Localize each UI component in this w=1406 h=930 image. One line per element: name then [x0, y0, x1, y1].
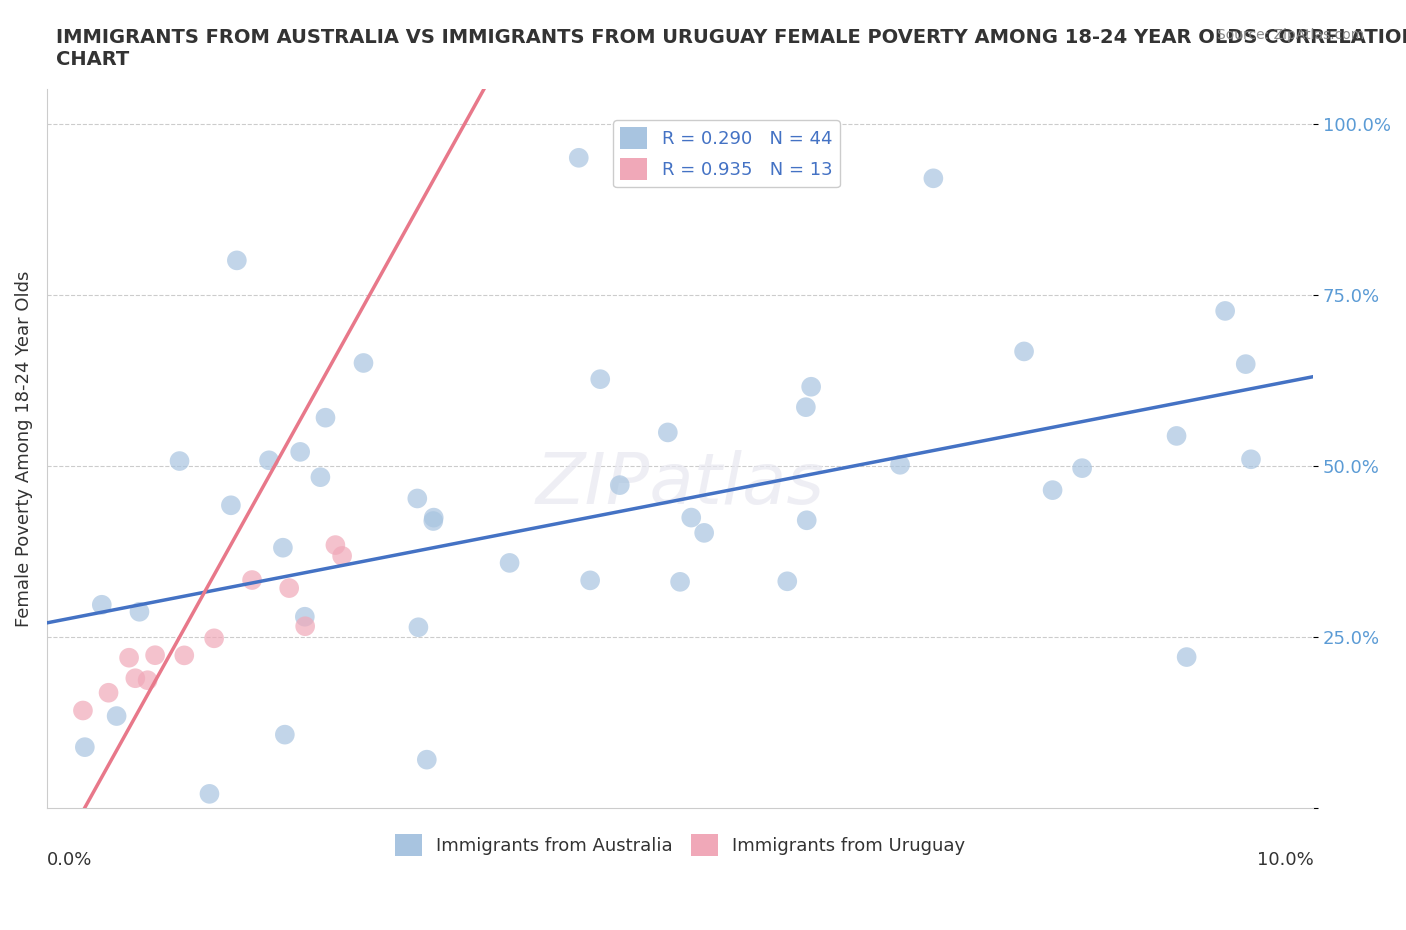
Point	[124, 671, 146, 685]
Point	[72, 703, 94, 718]
Point	[1213, 303, 1236, 318]
Point	[422, 513, 444, 528]
Point	[278, 580, 301, 595]
Point	[294, 609, 316, 624]
Point	[315, 410, 337, 425]
Point	[657, 425, 679, 440]
Point	[271, 540, 294, 555]
Point	[288, 445, 311, 459]
Point	[693, 525, 716, 540]
Point	[90, 597, 112, 612]
Point	[1042, 483, 1064, 498]
Point	[1234, 357, 1257, 372]
Point	[579, 573, 602, 588]
Point	[128, 604, 150, 619]
Point	[1175, 650, 1198, 665]
Point	[796, 512, 818, 527]
Text: 0.0%: 0.0%	[46, 851, 93, 869]
Point	[136, 672, 159, 687]
Point	[1240, 452, 1263, 467]
Point	[422, 511, 444, 525]
Point	[498, 555, 520, 570]
Point	[922, 171, 945, 186]
Point	[406, 491, 429, 506]
Point	[800, 379, 823, 394]
Text: ZIPatlas: ZIPatlas	[536, 450, 824, 519]
Point	[669, 575, 692, 590]
Point	[325, 538, 347, 552]
Point	[97, 685, 120, 700]
Point	[202, 631, 225, 645]
Point	[219, 498, 242, 512]
Point	[257, 453, 280, 468]
Point	[609, 478, 631, 493]
Point	[776, 574, 799, 589]
Y-axis label: Female Poverty Among 18-24 Year Olds: Female Poverty Among 18-24 Year Olds	[15, 271, 32, 627]
Point	[225, 253, 247, 268]
Point	[118, 650, 141, 665]
Point	[240, 573, 263, 588]
Point	[408, 619, 430, 634]
Point	[309, 470, 332, 485]
Text: 10.0%: 10.0%	[1257, 851, 1313, 869]
Point	[589, 372, 612, 387]
Point	[330, 549, 353, 564]
Point	[173, 648, 195, 663]
Point	[143, 648, 166, 663]
Legend: Immigrants from Australia, Immigrants from Uruguay: Immigrants from Australia, Immigrants fr…	[388, 827, 973, 863]
Point	[889, 458, 911, 472]
Point	[274, 727, 297, 742]
Text: IMMIGRANTS FROM AUSTRALIA VS IMMIGRANTS FROM URUGUAY FEMALE POVERTY AMONG 18-24 : IMMIGRANTS FROM AUSTRALIA VS IMMIGRANTS …	[56, 28, 1406, 69]
Point	[198, 787, 221, 802]
Point	[681, 511, 703, 525]
Point	[1071, 460, 1094, 475]
Point	[73, 739, 96, 754]
Point	[794, 400, 817, 415]
Point	[1166, 429, 1188, 444]
Point	[1012, 344, 1035, 359]
Text: Source: ZipAtlas.com: Source: ZipAtlas.com	[1216, 28, 1364, 42]
Point	[416, 752, 439, 767]
Point	[353, 355, 375, 370]
Point	[105, 709, 128, 724]
Point	[169, 454, 191, 469]
Point	[568, 151, 591, 166]
Point	[294, 618, 316, 633]
